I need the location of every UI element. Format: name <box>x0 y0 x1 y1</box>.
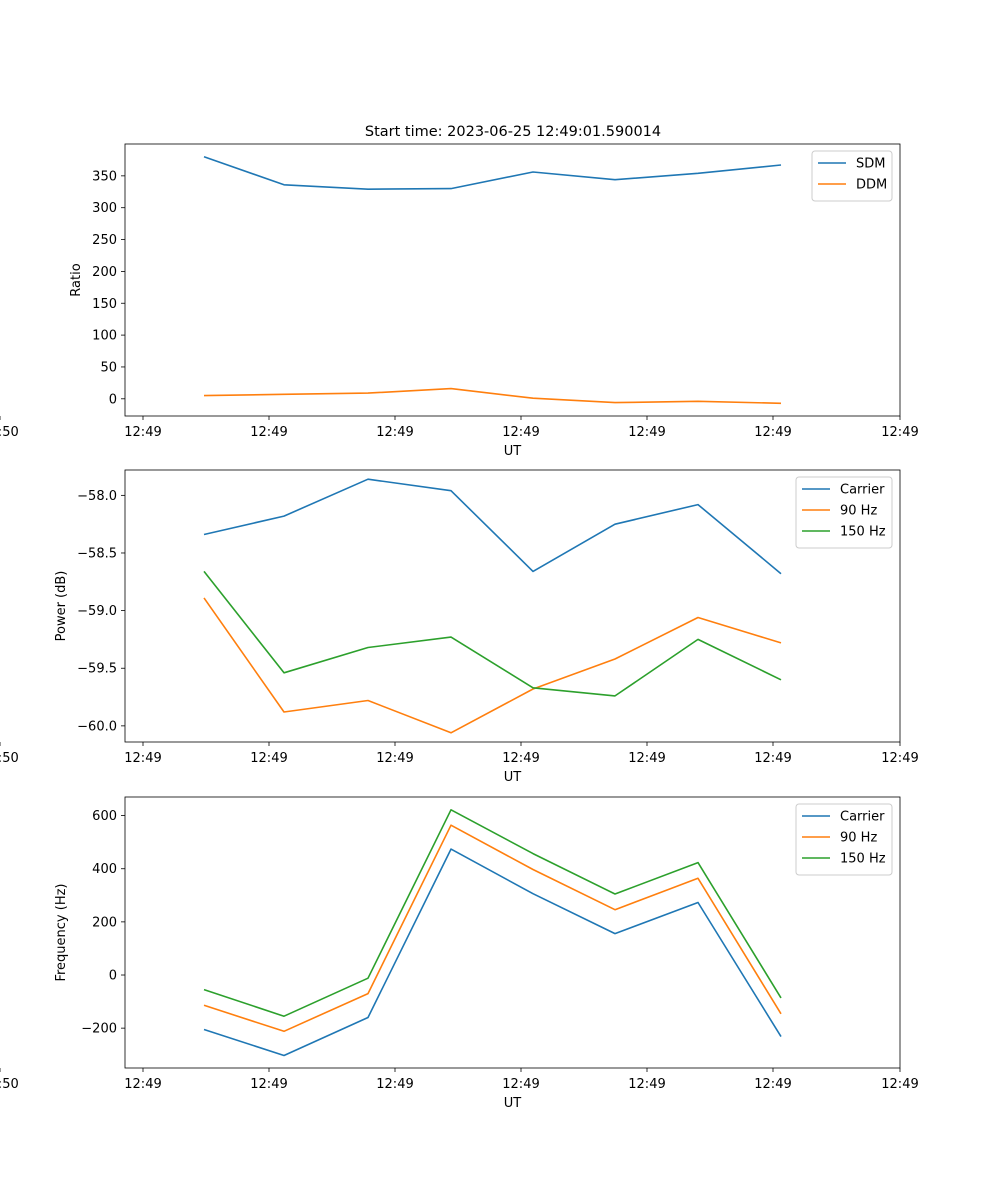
y-axis-label: Ratio <box>69 263 84 296</box>
x-tick-label: 12:49 <box>881 425 918 440</box>
x-tick-label: 12:50 <box>0 1077 19 1092</box>
x-tick-label: 12:49 <box>628 751 665 766</box>
y-tick-label: 400 <box>92 862 117 877</box>
x-tick-label: 12:49 <box>754 1077 791 1092</box>
x-tick-label: 12:49 <box>628 1077 665 1092</box>
legend-label: Carrier <box>840 810 885 825</box>
figure-title: Start time: 2023-06-25 12:49:01.590014 <box>365 124 661 140</box>
chart-panel-2: 12:49 12:49 12:49 12:49 12:49 12:49 12:49 12:50… <box>0 469 919 785</box>
x-tick-label: 12:49 <box>124 751 161 766</box>
legend-label: 90 Hz <box>840 831 877 846</box>
x-tick-label: 12:49 <box>502 425 539 440</box>
series-line-carrier <box>203 478 782 575</box>
axes-frame <box>124 469 901 743</box>
y-tick-label: 200 <box>92 265 117 280</box>
y-tick-label: 50 <box>100 360 117 375</box>
series-line-sdm <box>203 155 782 190</box>
x-tick-label: 12:49 <box>881 1077 918 1092</box>
x-axis-label: UT <box>504 444 522 459</box>
y-tick-label: −200 <box>81 1022 117 1037</box>
x-tick-label: 12:49 <box>124 425 161 440</box>
x-tick-label: 12:49 <box>754 425 791 440</box>
y-tick-label: −59.5 <box>77 662 117 677</box>
legend-label: DDM <box>856 178 887 193</box>
series-line-150-hz <box>203 808 782 1018</box>
y-tick-label: 250 <box>92 233 117 248</box>
x-tick-label: 12:49 <box>754 751 791 766</box>
x-tick-label: 12:49 <box>502 751 539 766</box>
y-tick-label: 300 <box>92 201 117 216</box>
x-tick-label: 12:49 <box>376 1077 413 1092</box>
legend-label: Carrier <box>840 483 885 498</box>
x-tick-label: 12:50 <box>0 751 19 766</box>
y-tick-label: −58.5 <box>77 546 117 561</box>
y-axis-label: Frequency (Hz) <box>54 883 69 981</box>
y-tick-label: 100 <box>92 329 117 344</box>
chart-panel-1: 12:49 12:49 12:49 12:49 12:49 12:49 12:49 12:50… <box>0 143 919 459</box>
legend: SDM DDM <box>811 150 893 202</box>
x-tick-label: 12:49 <box>376 751 413 766</box>
x-tick-label: 12:49 <box>376 425 413 440</box>
axes-frame <box>124 796 901 1069</box>
y-tick-label: −60.0 <box>77 719 117 734</box>
x-tick-label: 12:49 <box>250 751 287 766</box>
y-tick-label: 350 <box>92 169 117 184</box>
legend-label: 150 Hz <box>840 852 886 867</box>
x-tick-label: 12:49 <box>502 1077 539 1092</box>
y-tick-label: 0 <box>109 392 117 407</box>
x-axis-label: UT <box>504 770 522 785</box>
x-tick-label: 12:49 <box>628 425 665 440</box>
x-tick-label: 12:49 <box>250 425 287 440</box>
y-tick-label: 200 <box>92 915 117 930</box>
series-line-carrier <box>203 848 782 1057</box>
legend-label: SDM <box>856 157 885 172</box>
x-tick-label: 12:49 <box>250 1077 287 1092</box>
legend-label: 150 Hz <box>840 525 886 540</box>
y-axis-label: Power (dB) <box>54 571 69 642</box>
y-tick-label: −59.0 <box>77 604 117 619</box>
y-tick-label: −58.0 <box>77 489 117 504</box>
legend: Carrier 90 Hz 150 Hz <box>795 476 893 549</box>
series-line-90-hz <box>203 824 782 1033</box>
series-line-90-hz <box>203 597 782 734</box>
legend: Carrier 90 Hz 150 Hz <box>795 803 893 876</box>
legend-label: 90 Hz <box>840 504 877 519</box>
x-tick-label: 12:49 <box>881 751 918 766</box>
chart-panel-3: 12:49 12:49 12:49 12:49 12:49 12:49 12:49 12:50… <box>0 796 919 1111</box>
axes-frame <box>124 143 901 417</box>
y-tick-label: 150 <box>92 297 117 312</box>
x-tick-label: 12:49 <box>124 1077 161 1092</box>
y-tick-label: 0 <box>109 969 117 984</box>
x-axis-label: UT <box>504 1096 522 1111</box>
x-tick-label: 12:50 <box>0 425 19 440</box>
series-line-ddm <box>203 387 782 405</box>
series-line-150-hz <box>203 570 782 697</box>
y-tick-label: 600 <box>92 809 117 824</box>
